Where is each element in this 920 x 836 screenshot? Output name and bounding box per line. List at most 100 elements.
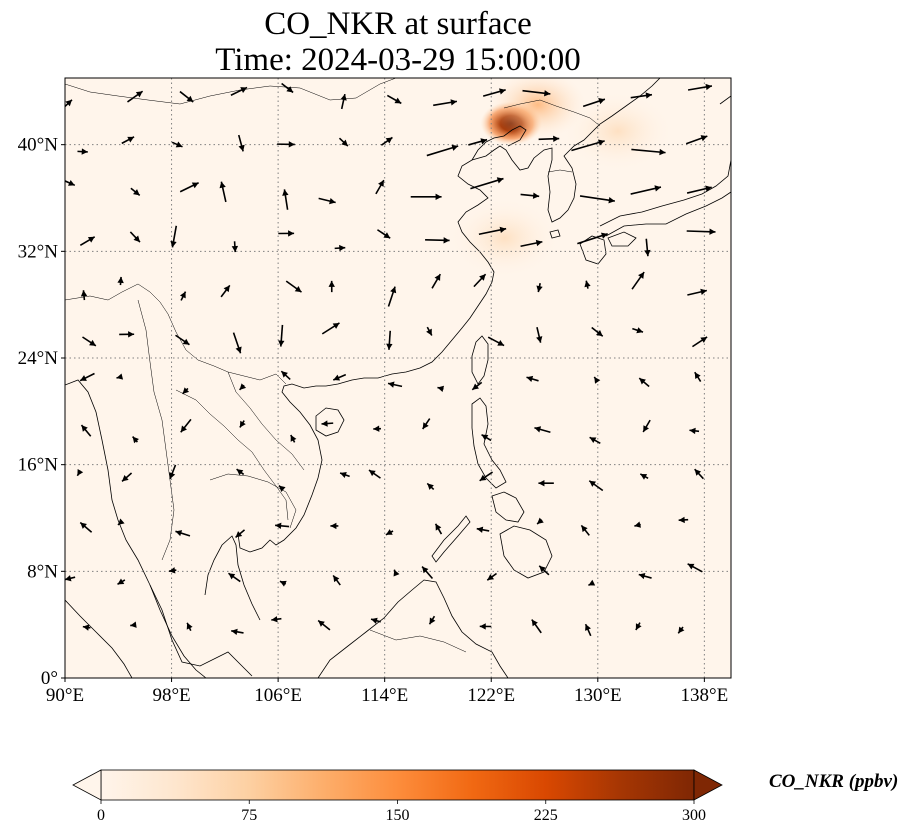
wind-vector-90 bbox=[694, 371, 702, 382]
wind-vector-30 bbox=[282, 189, 289, 210]
wind-vector-149 bbox=[370, 617, 381, 624]
wind-vector-109 bbox=[339, 471, 350, 479]
luzon-coastline bbox=[471, 397, 507, 489]
colorbar-extend-max bbox=[693, 769, 723, 801]
wind-vector-37 bbox=[630, 185, 662, 195]
hainan-coastline bbox=[315, 407, 345, 437]
wind-vector-63 bbox=[631, 271, 645, 290]
wind-vector-144 bbox=[130, 621, 137, 628]
wind-vector-40 bbox=[129, 231, 141, 243]
wind-vector-13 bbox=[77, 148, 88, 155]
wind-vector-28 bbox=[179, 182, 199, 193]
lon-tick-label-4: 122°E bbox=[467, 685, 515, 706]
lat-tick-label-1: 8°N bbox=[27, 561, 58, 582]
wind-vector-72 bbox=[426, 326, 433, 336]
colorbar: 0 75 150 225 300 CO_NKR (ppbv) bbox=[72, 769, 898, 824]
wind-vector-86 bbox=[471, 381, 483, 391]
wind-vector-42 bbox=[231, 241, 239, 253]
wind-vector-121 bbox=[275, 522, 290, 530]
hokkaido-coastline bbox=[719, 95, 731, 105]
wind-vector-88 bbox=[593, 376, 601, 384]
wind-vector-141 bbox=[638, 573, 652, 580]
lat-tick-label-3: 24°N bbox=[18, 348, 59, 369]
wind-vector-122 bbox=[330, 522, 339, 530]
wind-vector-119 bbox=[175, 530, 191, 537]
concentration-hotspot-3 bbox=[448, 198, 561, 278]
mindanao-coastline bbox=[499, 525, 553, 579]
lat-tick-label-2: 16°N bbox=[18, 455, 59, 476]
wind-vector-34 bbox=[470, 177, 504, 190]
wind-vector-92 bbox=[132, 436, 139, 444]
wind-vector-120 bbox=[235, 529, 246, 539]
wind-vector-11 bbox=[630, 92, 653, 99]
axis-ticks: 0° 8°N 16°N 24°N 32°N 40°N 90°E 98°E 106°E 114°E 1… bbox=[18, 135, 729, 706]
taiwan-coastline bbox=[471, 335, 489, 385]
wind-vector-64 bbox=[687, 288, 708, 296]
wind-vector-49 bbox=[577, 232, 608, 245]
wind-vector-9 bbox=[522, 89, 551, 97]
wind-vector-70 bbox=[321, 322, 340, 335]
vietnam-inner-border bbox=[227, 371, 305, 471]
wind-vector-106 bbox=[169, 464, 177, 480]
colorbar-tick-label-3: 225 bbox=[534, 807, 558, 824]
wind-vector-1 bbox=[127, 90, 144, 103]
wind-vector-36 bbox=[579, 195, 615, 204]
wind-vector-152 bbox=[531, 619, 542, 634]
wind-vector-137 bbox=[421, 566, 434, 580]
visayas-coastline bbox=[491, 491, 525, 523]
wind-vector-45 bbox=[377, 229, 391, 239]
wind-vector-153 bbox=[584, 623, 592, 637]
wind-vector-17 bbox=[277, 141, 295, 148]
jeju-coastline bbox=[549, 229, 561, 239]
wind-vector-80 bbox=[182, 387, 190, 395]
wind-vector-66 bbox=[119, 331, 135, 338]
lat-tick-label-5: 40°N bbox=[18, 135, 59, 156]
wind-vector-52 bbox=[80, 290, 88, 301]
wind-vector-78 bbox=[79, 372, 95, 382]
wind-vector-95 bbox=[290, 434, 297, 443]
wind-vector-55 bbox=[220, 284, 231, 298]
wind-vector-8 bbox=[482, 88, 506, 97]
plot-title-line-1: CO_NKR at surface bbox=[264, 6, 532, 42]
wind-vector-154 bbox=[635, 622, 642, 631]
colorbar-tick-label-0: 0 bbox=[97, 807, 105, 824]
malay-coastline bbox=[149, 584, 207, 678]
kyushu-coastline bbox=[579, 235, 607, 265]
wind-vector-105 bbox=[121, 472, 133, 482]
wind-vector-57 bbox=[328, 280, 335, 293]
korea-dmz bbox=[547, 169, 573, 173]
wind-vector-7 bbox=[433, 99, 458, 107]
wind-vector-73 bbox=[487, 336, 505, 347]
colorbar-label: CO_NKR (ppbv) bbox=[769, 771, 898, 792]
wind-vector-128 bbox=[634, 521, 642, 528]
wind-vector-68 bbox=[232, 332, 242, 354]
wind-vector-39 bbox=[79, 236, 96, 247]
china-southern-border bbox=[65, 283, 287, 385]
wind-vector-79 bbox=[116, 373, 124, 380]
wind-vector-10 bbox=[582, 98, 606, 108]
wind-vector-129 bbox=[678, 516, 689, 524]
wind-vector-124 bbox=[434, 523, 443, 535]
wind-vector-22 bbox=[538, 135, 560, 143]
laos-border bbox=[175, 389, 289, 521]
colorbar-tick-label-2: 150 bbox=[386, 807, 410, 824]
wind-vector-133 bbox=[227, 572, 241, 583]
wind-vector-132 bbox=[168, 567, 177, 574]
wind-vector-24 bbox=[631, 148, 666, 156]
wind-vector-127 bbox=[580, 524, 590, 536]
wind-vector-59 bbox=[431, 273, 442, 289]
colorbar-extend-min bbox=[72, 769, 102, 801]
wind-vector-84 bbox=[387, 381, 403, 388]
bohai-coastline bbox=[471, 125, 527, 161]
wind-vector-139 bbox=[538, 565, 550, 576]
wind-vector-44 bbox=[334, 244, 346, 252]
shikoku-coastline bbox=[607, 231, 637, 247]
wind-vector-143 bbox=[82, 624, 91, 631]
coastlines bbox=[65, 78, 731, 678]
wind-vector-138 bbox=[486, 572, 498, 581]
wind-vector-18 bbox=[338, 137, 349, 147]
wind-vector-43 bbox=[278, 230, 295, 237]
wind-vector-48 bbox=[520, 239, 543, 248]
wind-vector-118 bbox=[117, 518, 125, 526]
